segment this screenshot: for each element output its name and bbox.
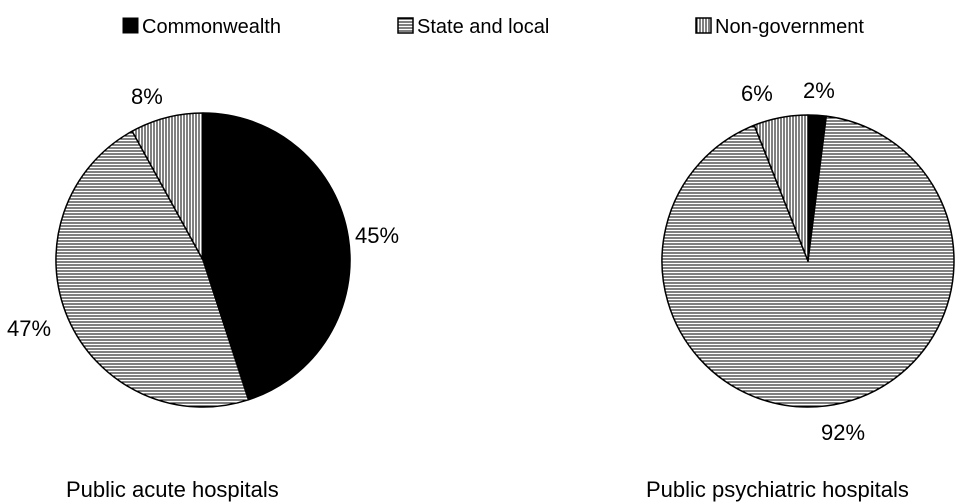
legend-label-non-government: Non-government (715, 16, 864, 38)
pie-chart-psychiatric: 2% 92% 6% Public psychiatric hospitals (646, 78, 955, 502)
legend-swatch-commonwealth (122, 17, 139, 34)
legend-swatch-state-and-local (397, 17, 414, 34)
legend-label-state-and-local: State and local (417, 16, 549, 38)
pie-slice-acute-commonwealth (202, 112, 351, 401)
slice-label-acute-state-and-local: 47% (7, 316, 51, 341)
pie-chart-acute: 45% 47% 8% Public acute hospitals (7, 84, 399, 502)
slice-label-acute-commonwealth: 45% (355, 223, 399, 248)
chart-title-psychiatric: Public psychiatric hospitals (646, 477, 909, 502)
legend-item-commonwealth: Commonwealth (122, 16, 281, 38)
chart-title-acute: Public acute hospitals (66, 477, 279, 502)
legend-swatch-non-government (695, 17, 712, 34)
slice-label-psychiatric-state-and-local: 92% (821, 420, 865, 445)
pie-slice-acute-non-government (131, 112, 204, 261)
slice-label-psychiatric-non-government: 6% (741, 81, 773, 106)
slice-label-acute-non-government: 8% (131, 84, 163, 109)
pie-slice-acute-state-and-local (55, 130, 250, 408)
legend-item-non-government: Non-government (695, 16, 864, 38)
pie-slice-psychiatric-non-government (753, 114, 809, 262)
legend: Commonwealth State and local Non-governm… (122, 16, 864, 38)
slice-label-psychiatric-commonwealth: 2% (803, 78, 835, 103)
legend-label-commonwealth: Commonwealth (142, 16, 281, 38)
legend-item-state-and-local: State and local (397, 16, 549, 38)
